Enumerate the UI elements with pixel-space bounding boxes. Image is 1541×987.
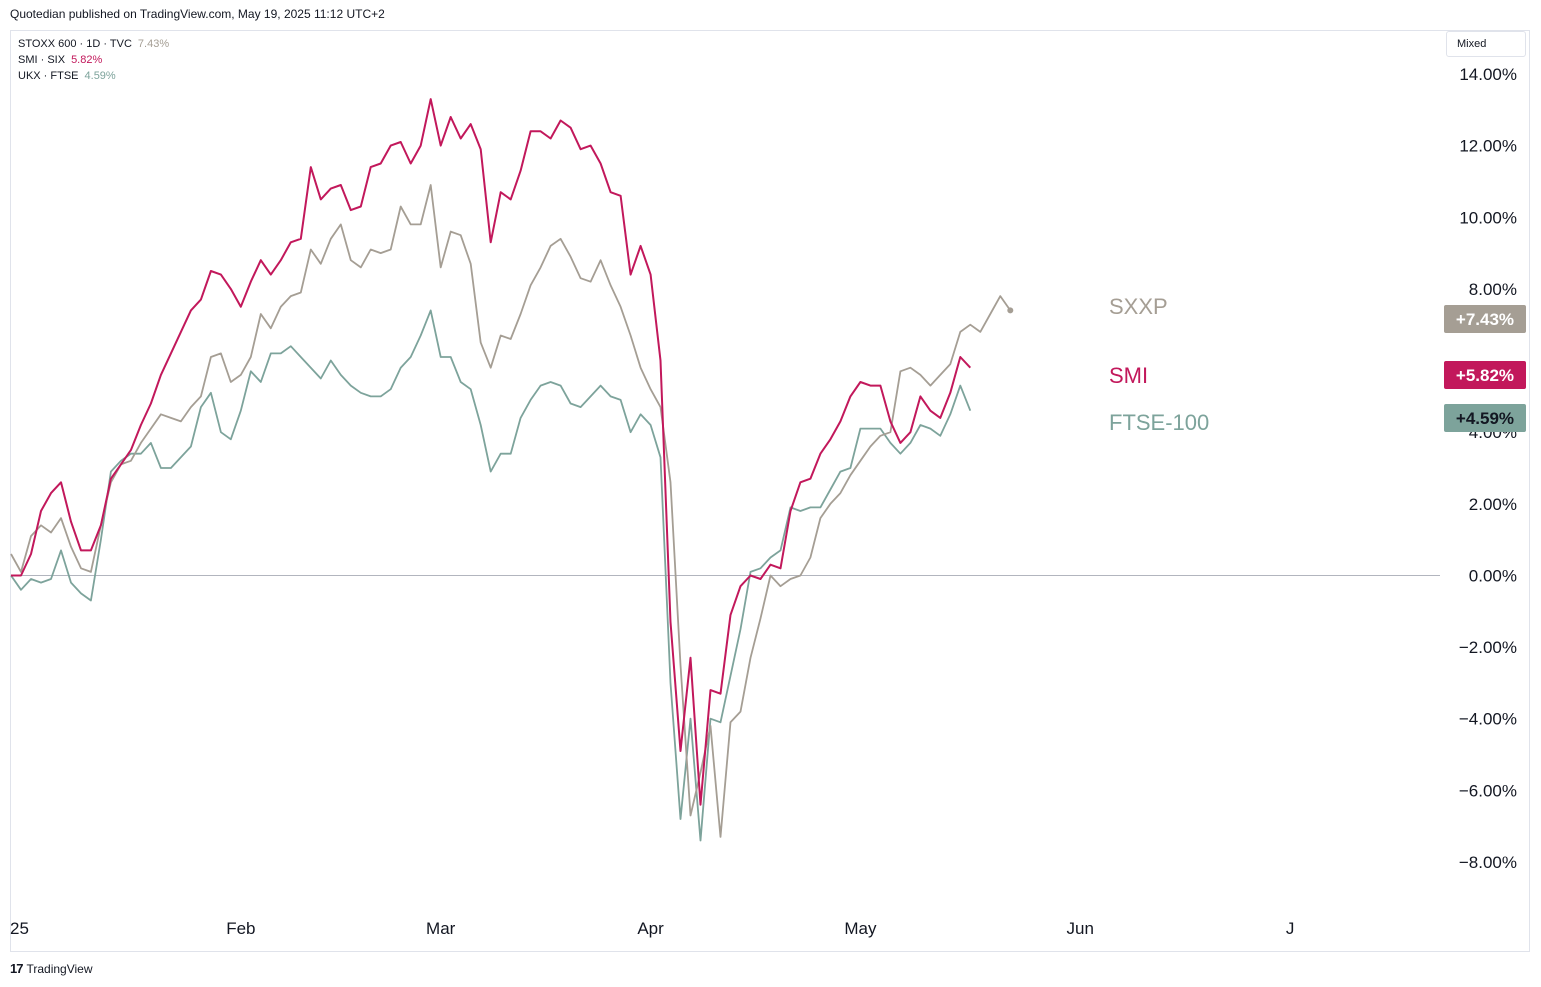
y-tick-label: 12.00% xyxy=(1459,137,1517,156)
legend-symbol: SMI · SIX xyxy=(18,54,66,66)
series-name-label: SXXP xyxy=(1109,294,1168,319)
x-tick-label: Apr xyxy=(637,919,664,938)
y-tick-label: 0.00% xyxy=(1469,566,1517,585)
y-tick-label: −2.00% xyxy=(1459,638,1517,657)
legend: STOXX 600 · 1D · TVC 7.43% SMI · SIX 5.82%… xyxy=(18,36,169,84)
tradingview-logo[interactable]: 17 TradingView xyxy=(10,961,93,976)
series-name-label: FTSE-100 xyxy=(1109,410,1209,435)
series-line-smi[interactable] xyxy=(11,98,972,806)
y-tick-label: 2.00% xyxy=(1469,495,1517,514)
y-tick-label: −4.00% xyxy=(1459,710,1517,729)
legend-value: 4.59% xyxy=(84,70,116,82)
legend-row-stoxx600[interactable]: STOXX 600 · 1D · TVC 7.43% xyxy=(18,36,169,52)
y-tick-label: −6.00% xyxy=(1459,781,1517,800)
legend-row-ukx[interactable]: UKX · FTSE 4.59% xyxy=(18,68,169,84)
legend-row-smi[interactable]: SMI · SIX 5.82% xyxy=(18,52,169,68)
scale-mode-button[interactable]: Mixed xyxy=(1446,31,1526,57)
x-tick-label: Mar xyxy=(426,919,456,938)
series-line-sxxp[interactable] xyxy=(10,184,1012,838)
y-tick-label: 8.00% xyxy=(1469,280,1517,299)
x-tick-label: Jun xyxy=(1067,919,1094,938)
y-tick-label: 10.00% xyxy=(1459,208,1517,227)
price-badge-text: +7.43% xyxy=(1456,310,1514,329)
x-tick-label: May xyxy=(844,919,877,938)
publish-header: Quotedian published on TradingView.com, … xyxy=(10,7,385,21)
price-badge-text: +5.82% xyxy=(1456,366,1514,385)
legend-symbol: STOXX 600 · 1D · TVC xyxy=(18,38,132,50)
series-name-label: SMI xyxy=(1109,363,1148,388)
x-tick-label: Feb xyxy=(226,919,255,938)
y-tick-label: −8.00% xyxy=(1459,853,1517,872)
series-line-ftse-100[interactable] xyxy=(10,309,972,842)
tradingview-logo-text: TradingView xyxy=(26,961,93,976)
price-badge xyxy=(1444,305,1526,333)
chart-frame xyxy=(10,30,1530,952)
series-last-point xyxy=(1007,307,1014,314)
legend-value: 7.43% xyxy=(137,38,170,50)
price-badge xyxy=(1444,361,1526,389)
price-badge xyxy=(1444,404,1526,432)
legend-value: 5.82% xyxy=(71,54,103,66)
price-badge-text: +4.59% xyxy=(1456,409,1514,428)
y-tick-label: 14.00% xyxy=(1459,65,1517,84)
x-tick-label: 25 xyxy=(10,919,29,938)
legend-symbol: UKX · FTSE xyxy=(18,70,79,82)
tradingview-mark-icon: 17 xyxy=(10,961,24,976)
x-tick-label: J xyxy=(1286,919,1295,938)
